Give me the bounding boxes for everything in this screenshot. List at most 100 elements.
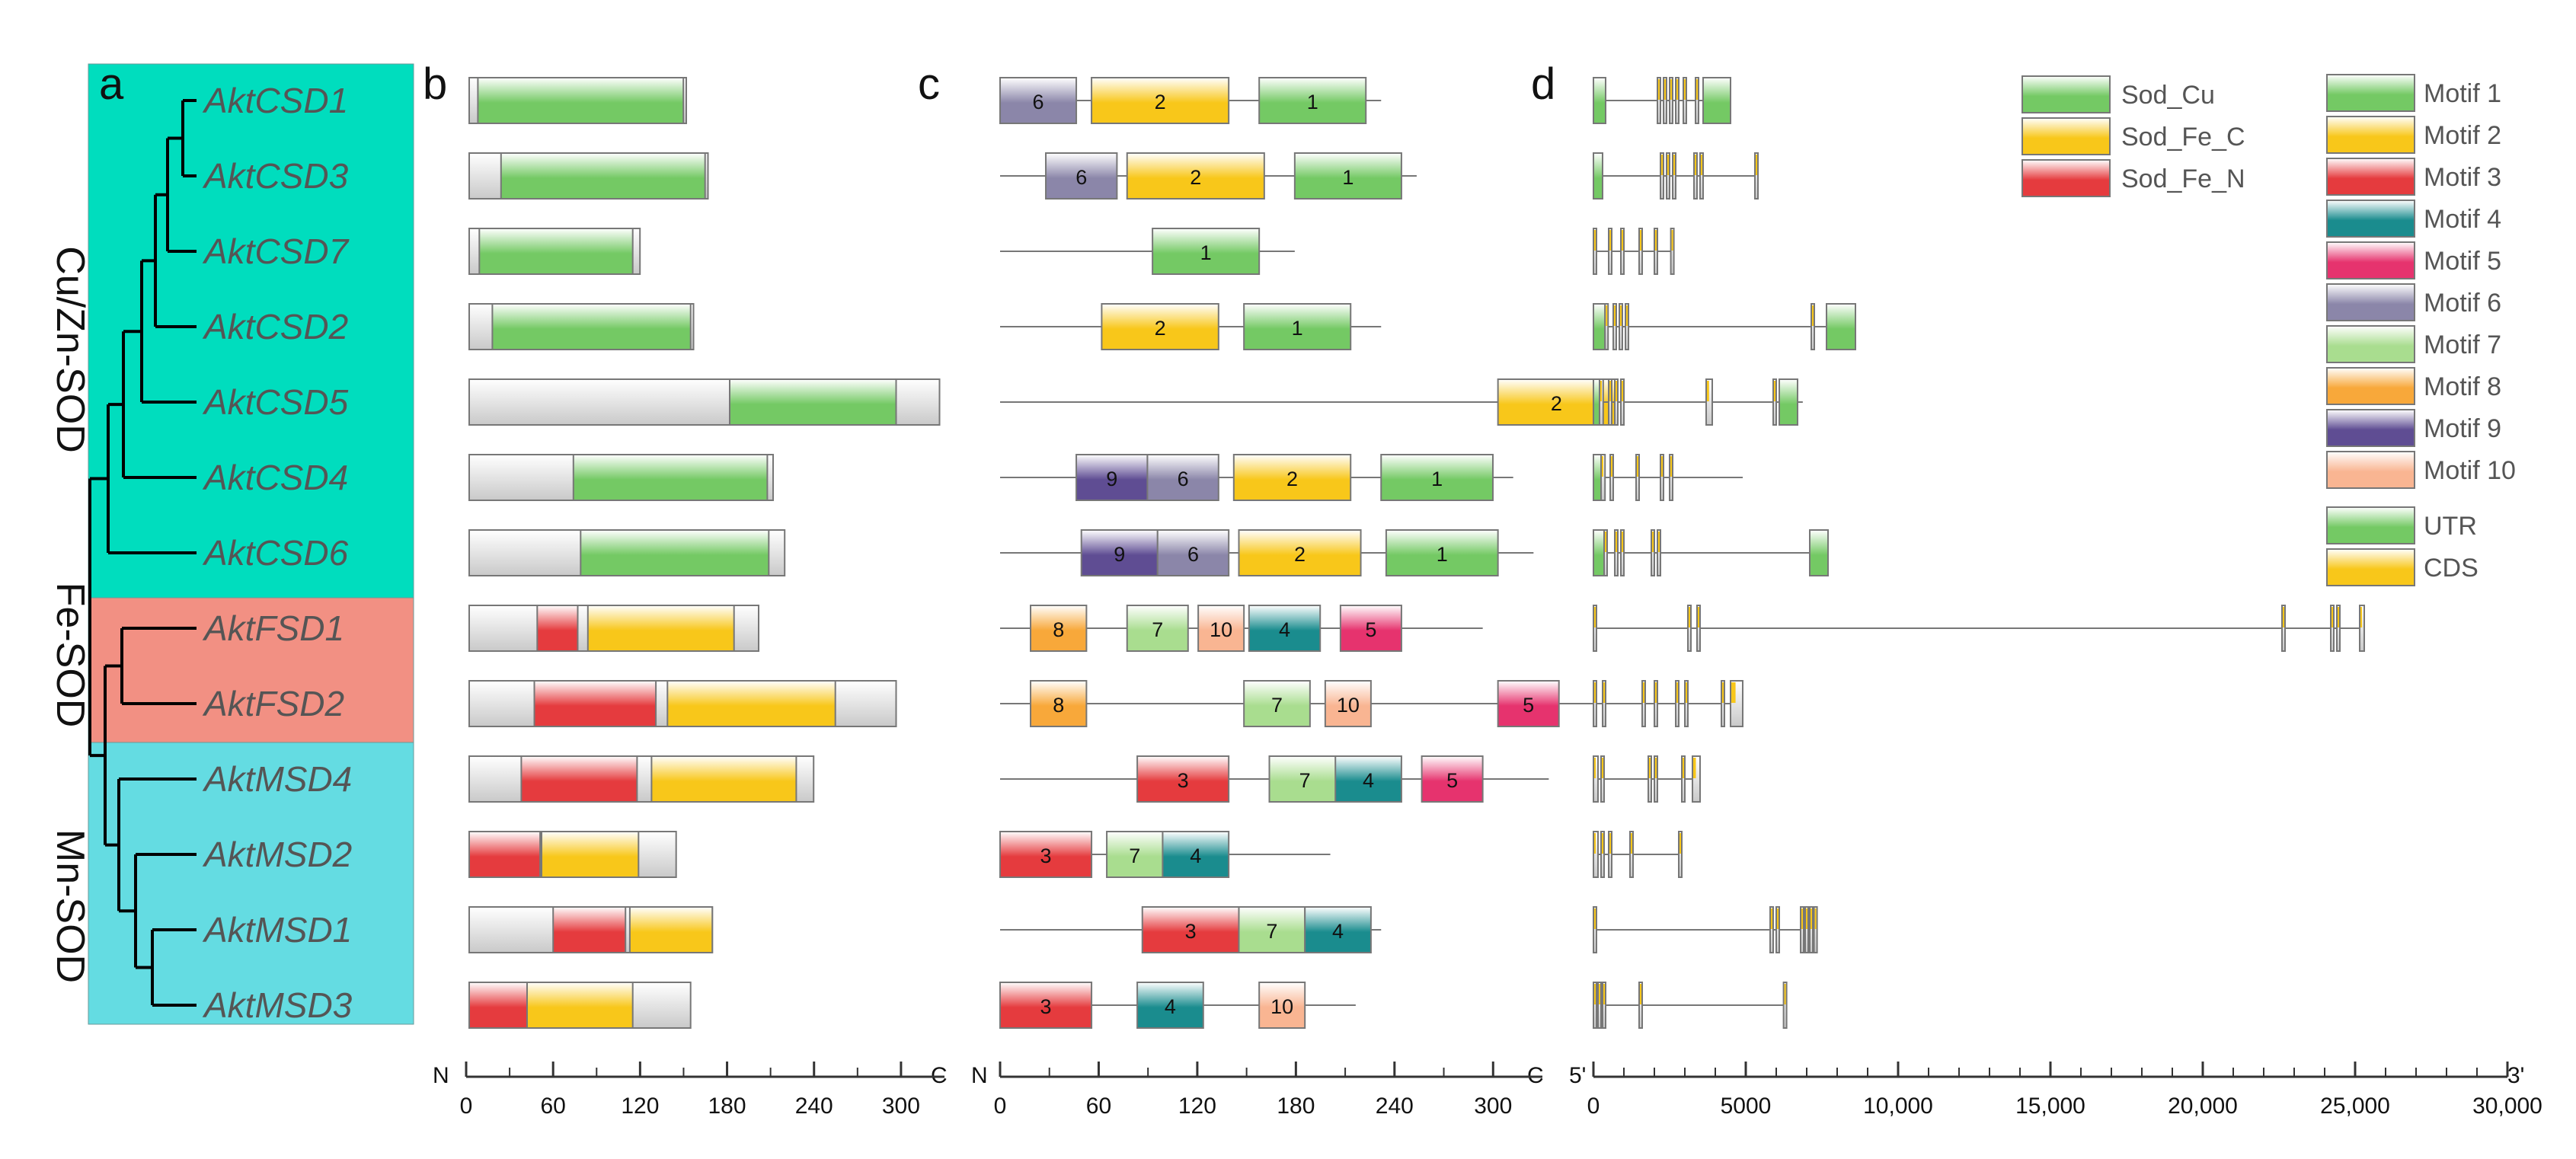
motif-5-aktfsd1 xyxy=(1339,605,1402,652)
legend-swatch-motif-10 xyxy=(2326,451,2415,489)
cds-aktfsd2 xyxy=(1721,680,1725,727)
cds-aktcsd1 xyxy=(1657,77,1661,124)
cds-mark xyxy=(1667,155,1669,175)
motif-3-aktmsd2 xyxy=(999,831,1093,878)
cds-mark xyxy=(1686,682,1687,703)
motif-number-3: 3 xyxy=(1040,995,1052,1018)
motif-number-7: 7 xyxy=(1299,769,1311,792)
cds-mark xyxy=(1603,984,1605,1004)
motif-4-aktmsd3 xyxy=(1136,982,1204,1029)
legend-label-motif-3: Motif 3 xyxy=(2424,163,2501,192)
cds-mark xyxy=(1637,456,1638,477)
cds-mark xyxy=(1603,682,1605,703)
legend-label-motif-1: Motif 1 xyxy=(2424,79,2501,108)
legend-label-motif-5: Motif 5 xyxy=(2424,247,2501,276)
motif-4-aktfsd1 xyxy=(1248,605,1322,652)
cds-mark xyxy=(1622,381,1623,401)
cds-mark xyxy=(1689,607,1690,627)
motif-number-4: 4 xyxy=(1165,995,1176,1018)
motif-number-4: 4 xyxy=(1332,920,1344,943)
cds-mark xyxy=(1695,155,1696,175)
domain-sod-fe-n-aktmsd1 xyxy=(552,906,627,953)
legend-swatch-cds xyxy=(2326,548,2415,586)
motif-9-aktcsd6 xyxy=(1080,529,1159,576)
panel-c-motifs: 6 2 16 2 112 129 6 2 19 6 2 18 7 10 4 58 7 10 53 7 4 53 7 43 7 43… xyxy=(999,77,1803,1029)
cds-mark xyxy=(2283,607,2284,627)
legend-swatch-motif-2 xyxy=(2326,116,2415,154)
panel-d-gene-structure xyxy=(1593,77,2365,1029)
motif-4-aktmsd2 xyxy=(1162,831,1230,878)
cds-aktmsd2 xyxy=(1678,831,1683,878)
motif-10-aktmsd3 xyxy=(1258,982,1306,1029)
domain-sod-cu-aktcsd2 xyxy=(491,303,692,350)
motif-number-1: 1 xyxy=(1307,91,1318,113)
legend-label-motif-6: Motif 6 xyxy=(2424,289,2501,318)
cds-aktcsd6 xyxy=(1614,529,1619,576)
motif-number-3: 3 xyxy=(1178,769,1189,792)
cds-aktcsd7 xyxy=(1638,228,1643,275)
cds-mark xyxy=(1611,456,1612,477)
motif-number-8: 8 xyxy=(1053,618,1064,641)
motif-10-aktfsd1 xyxy=(1197,605,1245,652)
cds-mark xyxy=(1684,79,1686,100)
motif-7-aktfsd1 xyxy=(1126,605,1189,652)
legend-swatch-utr xyxy=(2326,506,2415,544)
cds-mark xyxy=(1614,305,1616,326)
gene-name-aktmsd4: AktMSD4 xyxy=(202,759,352,799)
cds-mark xyxy=(1676,682,1678,703)
tree-branch xyxy=(88,477,108,758)
cds-aktfsd1 xyxy=(1593,605,1597,652)
legend-label-cds: CDS xyxy=(2424,554,2479,583)
motif-1-aktcsd7 xyxy=(1152,228,1261,275)
cds-mark xyxy=(1594,607,1596,627)
cds-aktmsd2 xyxy=(1593,831,1599,878)
cds-aktcsd5 xyxy=(1705,378,1713,426)
cds-mark xyxy=(1602,456,1603,477)
cds-aktmsd2 xyxy=(1629,831,1634,878)
cds-mark xyxy=(1616,381,1617,401)
cds-aktmsd4 xyxy=(1593,755,1599,803)
motif-5-aktfsd2 xyxy=(1497,680,1560,727)
axis-tick-label: 120 xyxy=(621,1094,659,1119)
axis-tick-label: 120 xyxy=(1178,1094,1216,1119)
motif-number-2: 2 xyxy=(1155,317,1166,340)
cds-mark xyxy=(1658,532,1660,552)
cds-mark xyxy=(1673,155,1675,175)
family-label-cuzn: Cu/Zn-SOD xyxy=(48,246,92,453)
motif-number-2: 2 xyxy=(1551,392,1562,415)
motif-3-aktmsd4 xyxy=(1136,755,1230,803)
domain-sod-fe-n-aktmsd3 xyxy=(468,982,528,1029)
motif-number-6: 6 xyxy=(1075,166,1087,189)
legend-swatch-motif-8 xyxy=(2326,367,2415,405)
family-block-1 xyxy=(88,597,414,743)
cds-mark xyxy=(1814,908,1817,929)
cds-aktcsd5 xyxy=(1614,378,1619,426)
cds-mark xyxy=(1609,230,1611,251)
motif-number-4: 4 xyxy=(1279,618,1290,641)
motif-8-aktfsd1 xyxy=(1030,605,1088,652)
cds-aktcsd7 xyxy=(1593,228,1597,275)
legend-label-motif-9: Motif 9 xyxy=(2424,414,2501,443)
legend-swatch-motif-5 xyxy=(2326,241,2415,279)
cds-mark xyxy=(1693,758,1696,778)
panel-label-a: a xyxy=(99,59,124,109)
cds-aktfsd1 xyxy=(1687,605,1692,652)
cds-aktmsd1 xyxy=(1593,906,1597,953)
cds-mark xyxy=(1643,682,1644,703)
cds-mark xyxy=(1806,908,1807,929)
domain-sod-cu-aktcsd4 xyxy=(572,454,769,501)
cds-aktcsd2 xyxy=(1625,303,1629,350)
motif-number-2: 2 xyxy=(1155,91,1166,113)
cds-aktcsd4 xyxy=(1609,454,1614,501)
cds-mark xyxy=(1722,682,1724,703)
cds-mark xyxy=(1594,984,1596,1004)
domain-sod-fe-n-aktmsd4 xyxy=(520,755,638,803)
cds-mark xyxy=(1698,607,1699,627)
cds-mark xyxy=(1616,532,1617,552)
cds-mark xyxy=(1620,305,1622,326)
cds-mark xyxy=(1594,682,1596,703)
cds-aktmsd3 xyxy=(1602,982,1606,1029)
axis-tick-label: 30,000 xyxy=(2472,1094,2542,1119)
family-label-mn: Mn-SOD xyxy=(48,829,92,983)
motif-10-aktfsd2 xyxy=(1324,680,1372,727)
